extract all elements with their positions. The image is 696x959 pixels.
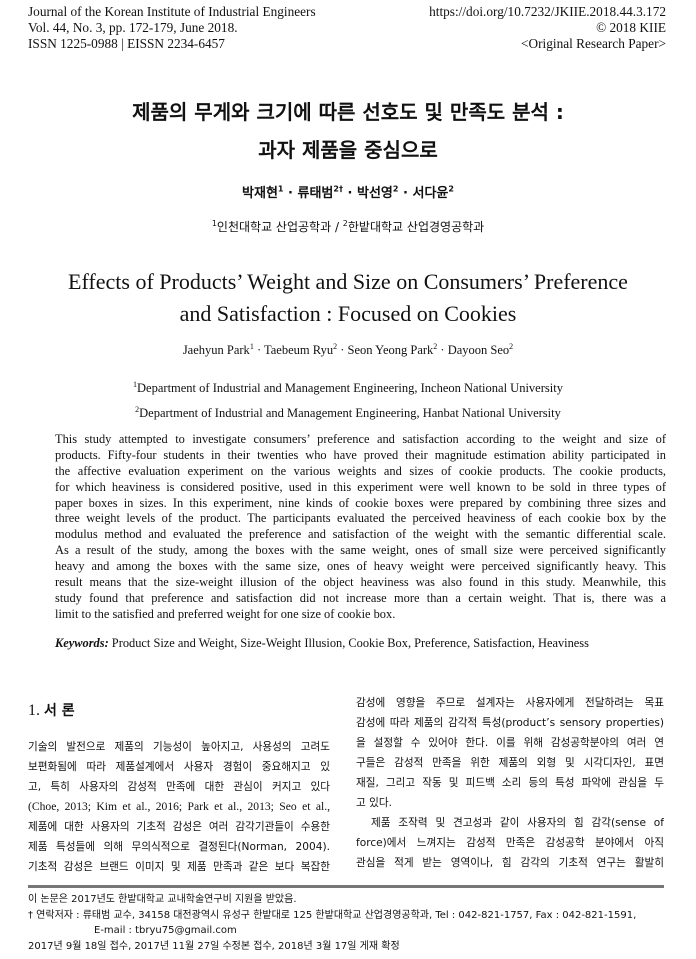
volume-info: Vol. 44, No. 3, pp. 172-179, June 2018. xyxy=(28,20,238,35)
email[interactable]: E-mail : tbryu75@gmail.com xyxy=(94,925,237,936)
doi-link[interactable]: https://doi.org/10.7232/JKIIE.2018.44.3.… xyxy=(429,4,666,19)
issn: ISSN 1225-0988 | EISSN 2234-6457 xyxy=(28,36,225,51)
korean-title-line-1: 제품의 무게와 크기에 따른 선호도 및 만족도 분석 : xyxy=(132,100,564,124)
journal-name: Journal of the Korean Institute of Indus… xyxy=(28,4,316,19)
abstract: This study attempted to investigate cons… xyxy=(55,432,666,621)
dates: 2017년 9월 18일 접수, 2017년 11월 27일 수정본 접수, 2… xyxy=(28,940,400,952)
author: 박선영 xyxy=(357,186,393,201)
english-affiliations: 1Department of Industrial and Management… xyxy=(133,380,563,421)
footnotes: 이 논문은 2017년도 한밭대학교 교내학술연구비 지원을 받았음. † 연락… xyxy=(28,885,664,954)
paper-type: <Original Research Paper> xyxy=(521,36,666,51)
author: 류태범 xyxy=(297,186,334,201)
copyright: © 2018 KIIE xyxy=(596,20,666,35)
right-column: 감성에 영향을 주므로 설계자는 사용자에게 전달하려는 목표 감성에 따라 제… xyxy=(356,697,664,869)
corresponding-author: † 연락저자 : 류태범 교수, 34158 대전광역시 유성구 한밭대로 12… xyxy=(28,909,637,921)
author: 서다윤 xyxy=(412,186,449,201)
section-heading: 1. 서 론 xyxy=(28,702,75,719)
english-title: Effects of Products’ Weight and Size on … xyxy=(68,269,628,326)
author: 박재현 xyxy=(242,186,278,201)
doi-info: https://doi.org/10.7232/JKIIE.2018.44.3.… xyxy=(429,4,666,52)
english-authors: Jaehyun Park1 · Taebeum Ryu2 · Seon Yeon… xyxy=(182,342,514,358)
korean-affiliations: 1인천대학교 산업공학과 / 2한밭대학교 산업경영공학과 xyxy=(211,219,485,234)
journal-info: Journal of the Korean Institute of Indus… xyxy=(28,4,316,52)
korean-authors: 박재현1 · 류태범2† · 박선영2 · 서다윤2 xyxy=(242,184,454,201)
keywords: Keywords: Product Size and Weight, Size-… xyxy=(55,636,589,650)
korean-title-line-2: 과자 제품을 중심으로 xyxy=(258,138,438,162)
funding-note: 이 논문은 2017년도 한밭대학교 교내학술연구비 지원을 받았음. xyxy=(28,894,297,905)
left-column: 기술의 발전으로 제품의 기능성이 높아지고, 사용성의 고려도 보편화됨에 따… xyxy=(28,741,330,873)
